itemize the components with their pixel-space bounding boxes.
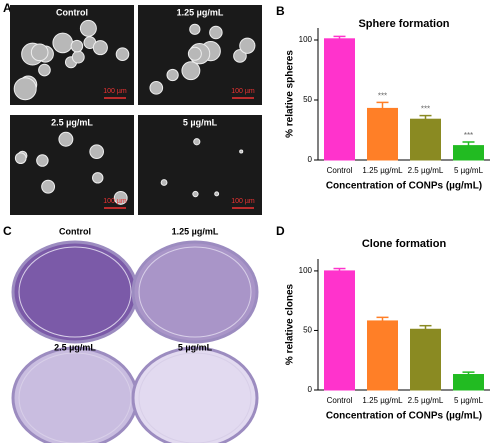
dish-rim bbox=[18, 352, 132, 443]
sphere bbox=[189, 23, 201, 35]
dish-rim bbox=[138, 246, 252, 338]
sphere bbox=[160, 179, 168, 186]
sphere bbox=[187, 46, 202, 61]
sphere bbox=[239, 149, 244, 154]
significance: *** bbox=[421, 105, 430, 114]
image-label: Control bbox=[56, 7, 88, 17]
x-tick-label: 1.25 µg/mL bbox=[362, 166, 403, 175]
y-tick-label: 100 bbox=[299, 266, 313, 275]
dish-rim bbox=[138, 352, 252, 443]
y-axis-label: % relative clones bbox=[285, 283, 296, 365]
image-label: 5 µg/mL bbox=[178, 342, 213, 352]
sphere bbox=[41, 179, 56, 194]
x-tick-label: 2.5 µg/mL bbox=[408, 166, 444, 175]
bar bbox=[453, 145, 484, 161]
sphere bbox=[192, 190, 199, 198]
scale-label: 100 µm bbox=[231, 88, 255, 95]
y-tick-label: 0 bbox=[308, 155, 313, 164]
bar bbox=[453, 374, 484, 391]
x-axis-label: Concentration of CONPs (µg/mL) bbox=[326, 411, 482, 422]
significance: *** bbox=[464, 131, 473, 140]
dish bbox=[131, 346, 259, 443]
sphere bbox=[92, 40, 108, 56]
dish bbox=[11, 240, 139, 344]
scale-label: 100 µm bbox=[231, 198, 255, 205]
x-tick-label: 5 µg/mL bbox=[454, 166, 484, 175]
scale-label: 100 µm bbox=[103, 198, 127, 205]
x-tick-label: 1.25 µg/mL bbox=[362, 396, 403, 405]
sphere bbox=[166, 68, 179, 82]
sphere bbox=[214, 191, 220, 197]
y-tick-label: 50 bbox=[303, 95, 312, 104]
image-label: 1.25 µg/mL bbox=[177, 7, 224, 17]
x-tick-label: 2.5 µg/mL bbox=[408, 396, 444, 405]
panel-letter: D bbox=[276, 224, 285, 238]
sphere bbox=[233, 49, 247, 63]
sphere bbox=[92, 172, 104, 184]
bar bbox=[367, 107, 398, 161]
sphere bbox=[149, 81, 164, 95]
sphere bbox=[239, 37, 256, 54]
sphere bbox=[70, 39, 84, 53]
sphere bbox=[58, 131, 74, 147]
scale-label: 100 µm bbox=[103, 88, 127, 95]
bar bbox=[410, 328, 441, 391]
sphere bbox=[79, 19, 97, 37]
image-label: 5 µg/mL bbox=[183, 117, 218, 127]
sphere bbox=[113, 190, 128, 205]
sphere bbox=[71, 50, 85, 64]
bar bbox=[367, 320, 398, 391]
panel-letter: B bbox=[276, 4, 285, 18]
sphere bbox=[193, 138, 201, 146]
sphere bbox=[115, 47, 130, 61]
y-tick-label: 100 bbox=[299, 35, 313, 44]
micrograph bbox=[138, 115, 262, 215]
bar bbox=[324, 270, 355, 391]
y-axis-label: % relative spheres bbox=[285, 50, 296, 138]
y-tick-label: 50 bbox=[303, 326, 312, 335]
image-label: 1.25 µg/mL bbox=[172, 226, 219, 236]
x-tick-label: Control bbox=[327, 166, 353, 175]
y-tick-label: 0 bbox=[308, 385, 313, 394]
micrograph bbox=[10, 115, 134, 215]
significance: *** bbox=[378, 92, 387, 101]
sphere bbox=[13, 77, 37, 101]
image-label: 2.5 µg/mL bbox=[51, 117, 93, 127]
sphere bbox=[89, 144, 104, 159]
x-tick-label: Control bbox=[327, 396, 353, 405]
sphere bbox=[209, 25, 223, 40]
dish bbox=[131, 240, 259, 344]
sphere bbox=[36, 154, 49, 167]
image-label: Control bbox=[59, 226, 91, 236]
chart-title: Clone formation bbox=[362, 238, 447, 250]
x-axis-label: Concentration of CONPs (µg/mL) bbox=[326, 181, 482, 192]
x-tick-label: 5 µg/mL bbox=[454, 396, 484, 405]
dish bbox=[11, 346, 139, 443]
sphere bbox=[181, 61, 201, 81]
panel-letter: A bbox=[3, 1, 12, 15]
dish-rim bbox=[18, 246, 132, 338]
sphere bbox=[14, 152, 27, 165]
sphere bbox=[30, 43, 49, 62]
panel-letter: C bbox=[3, 224, 12, 238]
sphere bbox=[52, 32, 74, 54]
chart-title: Sphere formation bbox=[358, 18, 449, 30]
image-label: 2.5 µg/mL bbox=[54, 342, 96, 352]
bar bbox=[324, 38, 355, 161]
bar bbox=[410, 118, 441, 161]
sphere bbox=[38, 63, 51, 77]
